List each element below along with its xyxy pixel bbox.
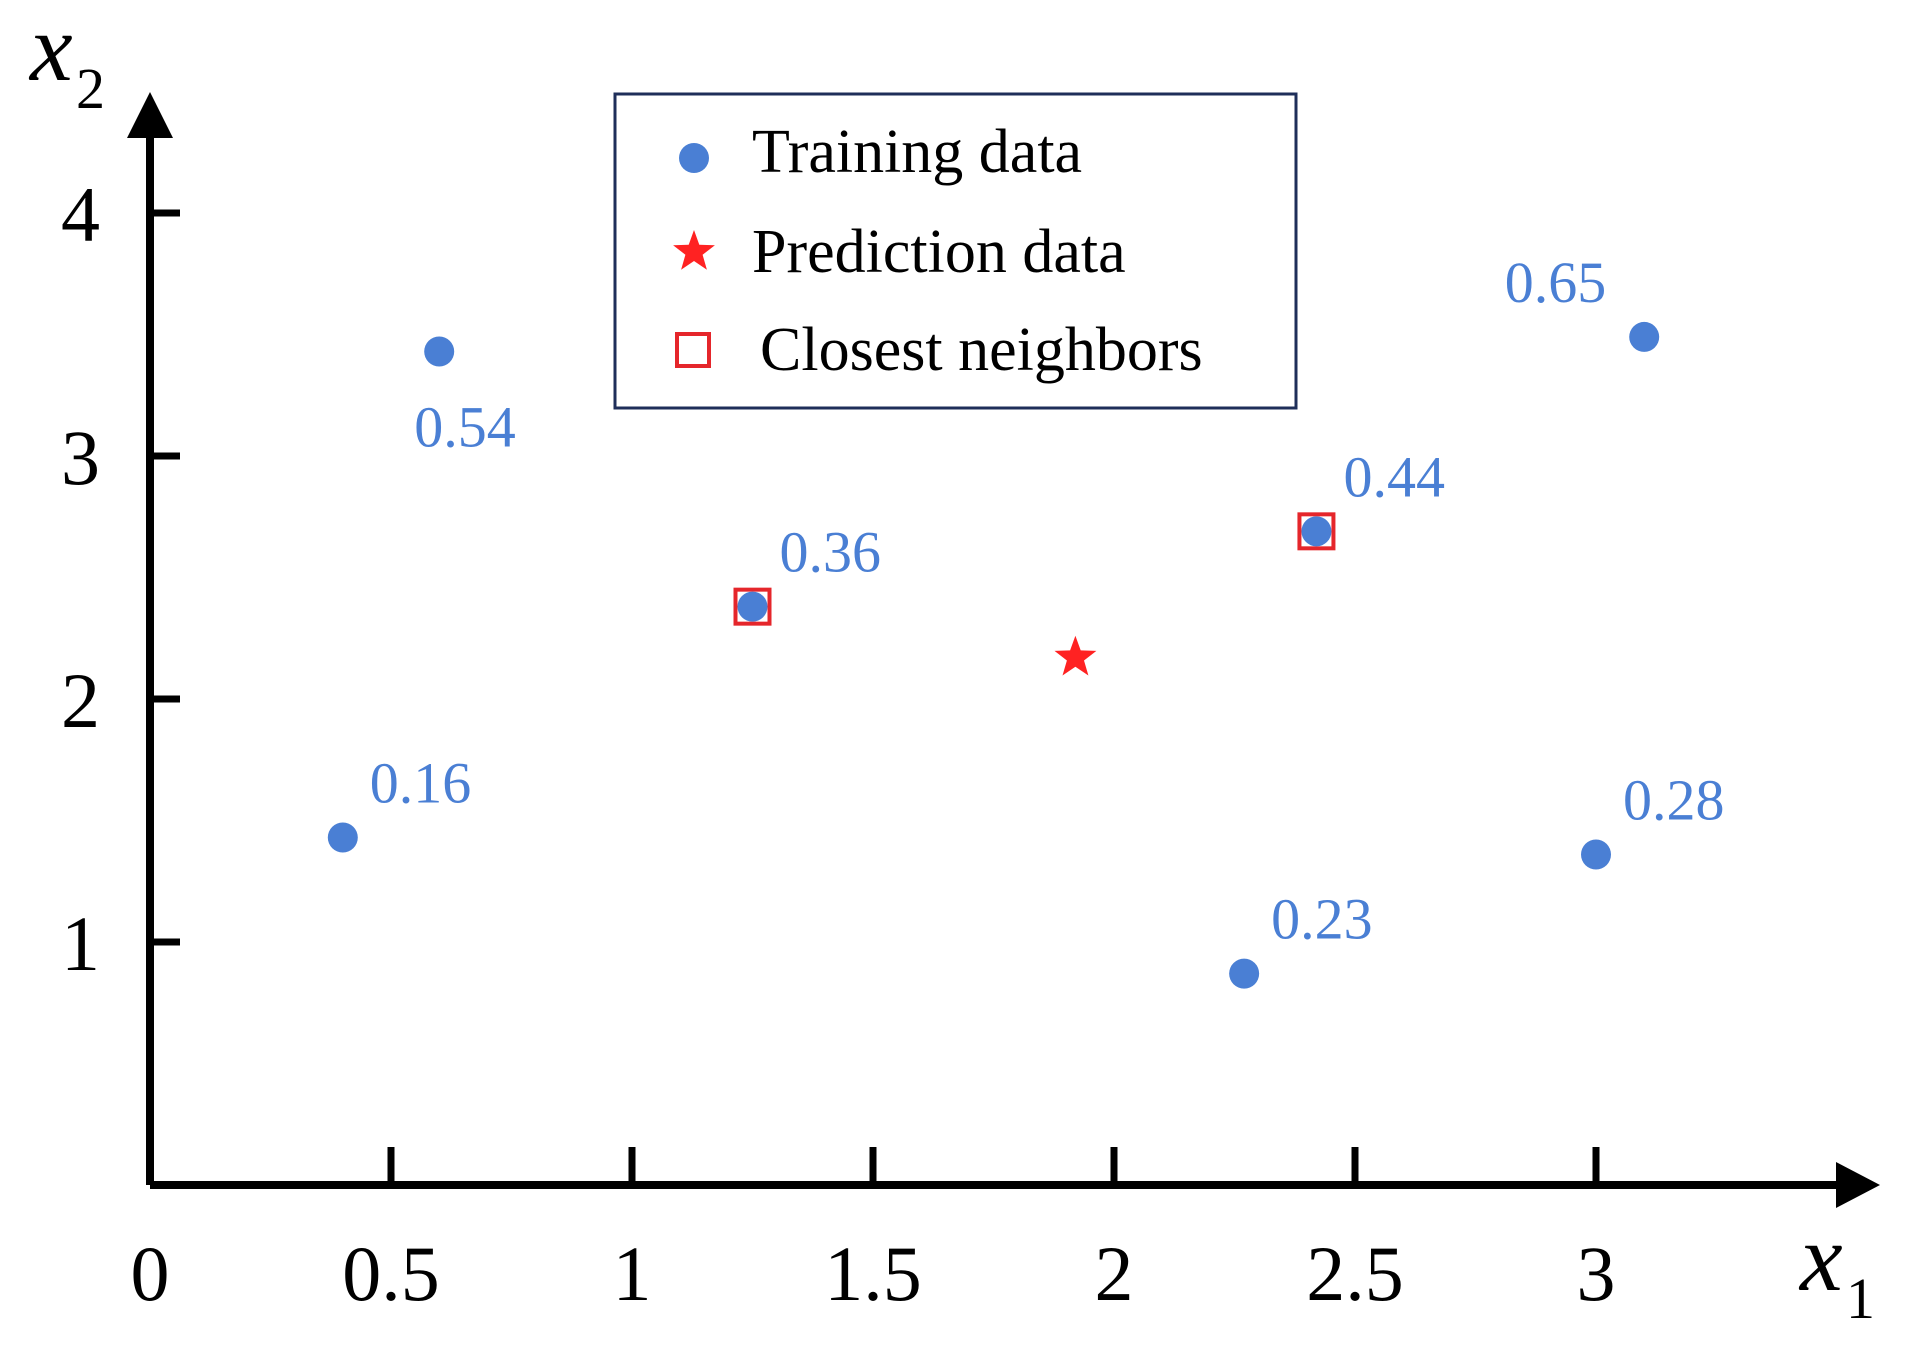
- y-tick-label: 2: [61, 657, 100, 744]
- y-tick-label: 3: [61, 414, 100, 501]
- y-axis-label: x: [28, 0, 73, 101]
- training-point: [737, 591, 768, 622]
- training-point: [1229, 958, 1260, 989]
- x-tick-label: 0.5: [342, 1230, 440, 1317]
- x-axis-label-subscript: 1: [1846, 1266, 1875, 1331]
- y-tick-label: 4: [61, 171, 100, 258]
- training-point: [1629, 321, 1660, 352]
- x-tick-label: 2: [1095, 1230, 1134, 1317]
- data-label: 0.36: [780, 520, 882, 585]
- legend-box: [613, 92, 1298, 410]
- axes: x 1x 2: [28, 0, 1880, 1331]
- ticks: 0 0.5 1 1.5 2 2.5 3 1 2 3 4: [61, 171, 1616, 1317]
- neighbor-marker: [733, 587, 772, 626]
- x-axis-arrow: [1836, 1162, 1880, 1208]
- data-label: 0.16: [370, 751, 472, 816]
- y-axis-label-subscript: 2: [76, 56, 105, 121]
- data-label: 0.44: [1343, 444, 1445, 509]
- data-label: 0.65: [1505, 250, 1607, 315]
- training-point: [327, 822, 358, 853]
- legend: Training data Prediction data Closest neig…: [613, 92, 1298, 410]
- training-point: [1301, 516, 1332, 547]
- data-label: 0.28: [1623, 768, 1725, 833]
- x-tick-label: 1.5: [824, 1230, 922, 1317]
- training-point: [424, 336, 455, 367]
- y-tick-label: 1: [61, 900, 100, 987]
- legend-training-label: Training data: [752, 118, 1082, 186]
- data-label: 0.23: [1271, 887, 1373, 952]
- legend-neighbor-marker: [675, 332, 711, 368]
- training-point: [1581, 839, 1611, 870]
- legend-training-marker: [679, 143, 709, 173]
- x-tick-label: 2.5: [1306, 1230, 1404, 1317]
- legend-prediction-marker: [673, 230, 715, 270]
- legend-neighbor-label: Closest neighbors: [760, 316, 1203, 384]
- legend-prediction-label: Prediction data: [752, 218, 1126, 286]
- x-tick-label: 1: [613, 1230, 652, 1317]
- marks: 0.16 0.54 0.36 0.44 0.23 0.28 0.65: [327, 250, 1725, 989]
- x-axis-label: x: [1798, 1204, 1843, 1311]
- prediction-star: [1054, 635, 1097, 676]
- y-axis-arrow: [127, 92, 173, 138]
- x-tick-label: 3: [1577, 1230, 1616, 1317]
- neighbor-marker: [1297, 512, 1336, 551]
- data-label: 0.54: [414, 395, 516, 460]
- origin-label: 0: [131, 1230, 170, 1317]
